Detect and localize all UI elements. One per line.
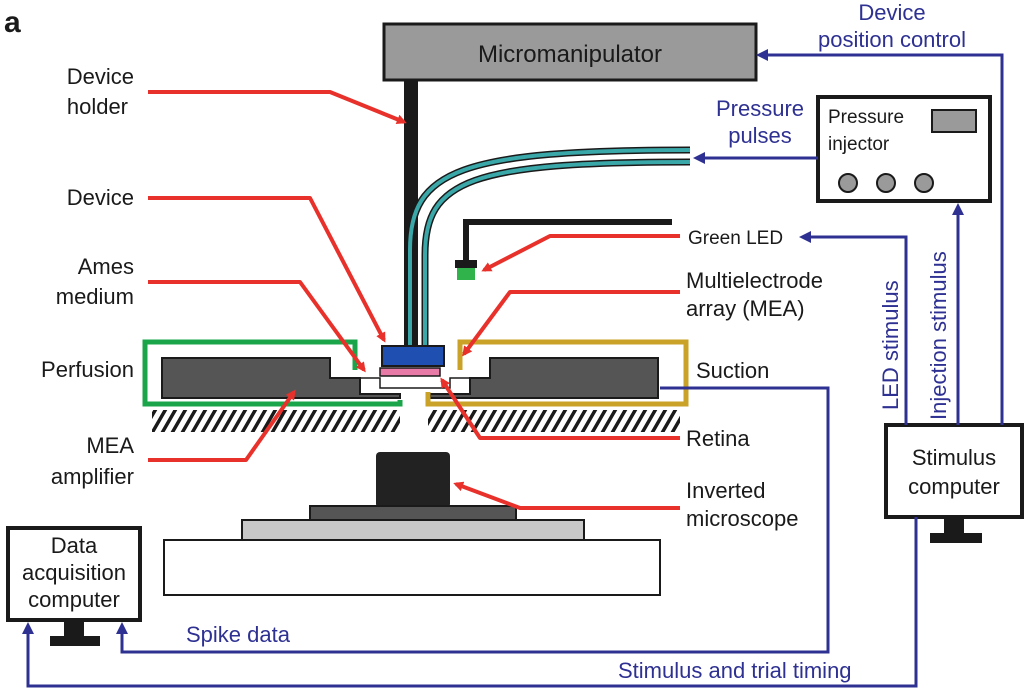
svg-text:acquisition: acquisition [22,560,126,585]
svg-text:Micromanipulator: Micromanipulator [478,41,662,68]
inverted-microscope [163,452,661,596]
svg-text:array (MEA): array (MEA) [686,296,805,321]
svg-text:computer: computer [28,587,120,612]
label-device: Device [67,185,134,210]
panel-letter: a [4,6,21,39]
label-arrows [148,90,680,510]
label-mea: Multielectrode [686,268,823,293]
svg-text:pulses: pulses [728,123,792,148]
svg-text:amplifier: amplifier [51,464,134,489]
label-injection-stimulus: Injection stimulus [926,251,951,420]
signal-lines [22,49,1004,688]
stimulus-computer: Stimulus computer [884,423,1024,543]
device [381,345,445,367]
data-acquisition-computer: Data acquisition computer [6,526,142,646]
label-device-position-control: Device [858,0,925,25]
svg-text:Data: Data [51,533,98,558]
mea-chamber [152,345,680,432]
pressure-injector: Pressure injector [816,95,992,203]
label-retina: Retina [686,426,750,451]
label-pressure-pulses: Pressure [716,96,804,121]
label-mea-amplifier: MEA [86,433,134,458]
signal-labels: Device position control Pressure pulses … [186,0,966,683]
svg-text:medium: medium [56,284,134,309]
retina [379,367,441,377]
label-device-holder: Device [67,64,134,89]
green-led [455,219,672,280]
label-stimulus-trial-timing: Stimulus and trial timing [618,658,852,683]
svg-text:Stimulus: Stimulus [912,445,996,470]
label-inverted-microscope: Inverted [686,478,766,503]
micromanipulator: Micromanipulator [382,22,758,82]
perfusion-outline [142,339,403,407]
label-suction: Suction [696,358,769,383]
svg-text:position control: position control [818,27,966,52]
component-labels: Device holder Device Ames medium Perfusi… [41,64,823,531]
svg-text:microscope: microscope [686,506,798,531]
suction-outline [425,339,689,407]
svg-text:computer: computer [908,474,1000,499]
svg-text:holder: holder [67,94,128,119]
svg-text:injector: injector [828,134,890,155]
tubing [406,146,691,350]
label-ames-medium: Ames [78,254,134,279]
label-spike-data: Spike data [186,622,291,647]
svg-text:Pressure: Pressure [828,107,904,128]
label-led-stimulus: LED stimulus [878,280,903,410]
label-perfusion: Perfusion [41,357,134,382]
label-green-led: Green LED [688,228,783,249]
